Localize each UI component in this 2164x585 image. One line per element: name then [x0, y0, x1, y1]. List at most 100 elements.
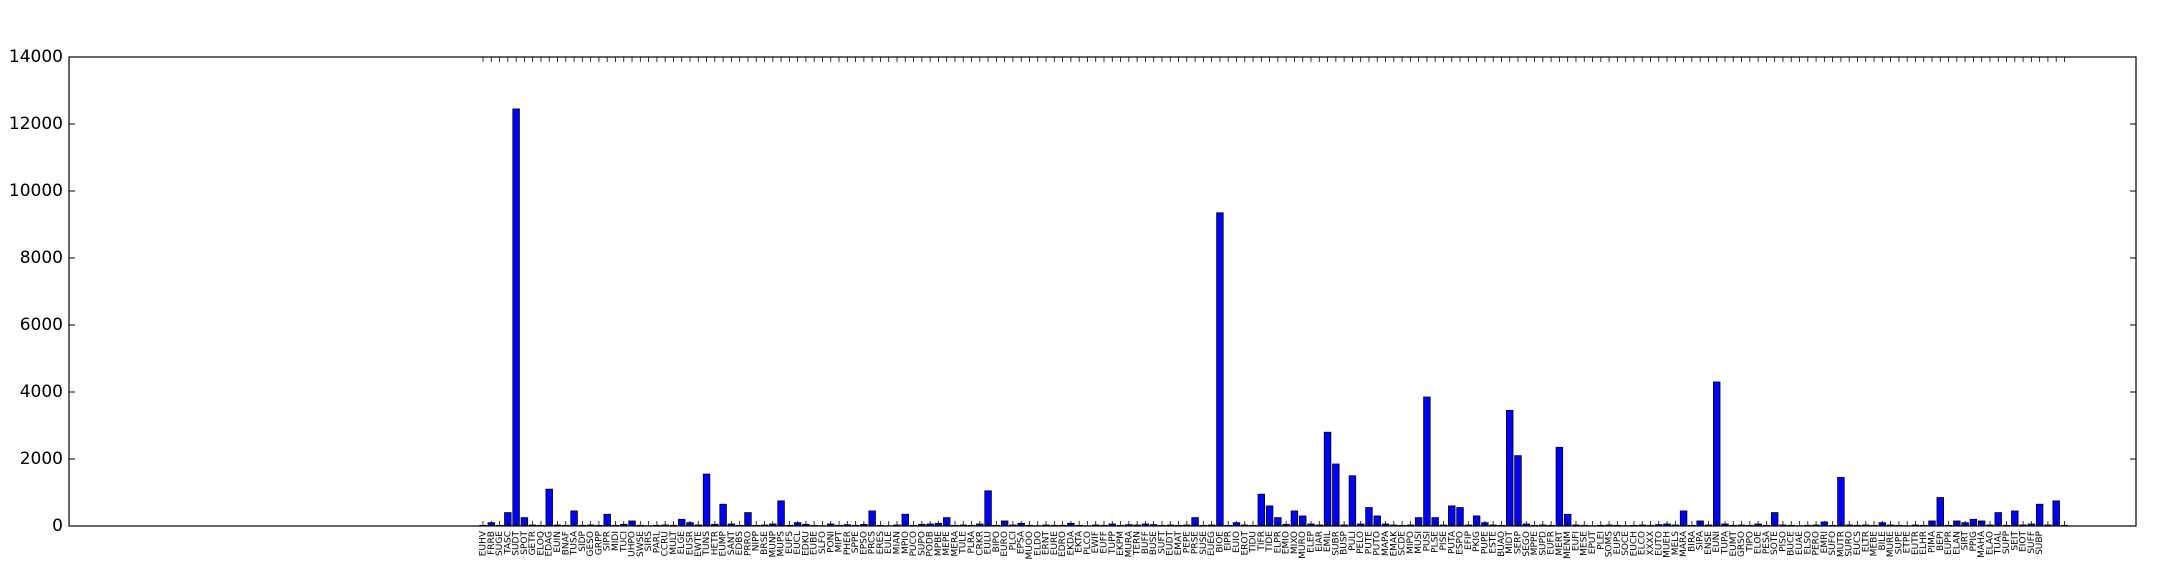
x-tick-label: TUNS — [702, 531, 712, 557]
x-tick-label: ELAO — [1985, 531, 1995, 555]
x-tick-label: TUCI — [619, 531, 629, 553]
x-tick-label: SUFO — [1828, 531, 1838, 556]
x-tick-label: SUPO — [917, 531, 927, 556]
x-tick-label: PUCO — [909, 531, 919, 556]
x-tick-label: FRRB — [487, 531, 497, 555]
x-tick-label: PUTA — [1447, 530, 1457, 554]
x-tick-label: EDKU — [801, 531, 811, 556]
x-tick-label: ELOE — [1754, 531, 1764, 554]
x-tick-label: XXXX — [1646, 531, 1656, 556]
x-tick-label: SWSE — [636, 531, 646, 557]
y-tick-label: 4000 — [20, 382, 63, 402]
x-tick-label: SURO — [1845, 531, 1855, 557]
x-tick-label: EMIO — [1282, 531, 1292, 554]
x-tick-label: SIRT — [1961, 531, 1971, 551]
x-tick-label: SIDP — [578, 530, 588, 551]
x-tick-label: EULU — [984, 531, 994, 554]
x-tick-label: PIMA — [1928, 530, 1938, 553]
x-tick-label: EUSR — [686, 531, 696, 555]
x-tick-label: EUBE — [810, 531, 820, 555]
x-tick-label: GRPP — [594, 530, 604, 555]
x-tick-label: EFIP — [1464, 530, 1474, 550]
x-tick-label: PEPE — [1182, 531, 1192, 554]
x-tick-label: MERA — [950, 530, 960, 556]
x-tick-label: ELDO — [1033, 531, 1043, 556]
x-tick-label: PRRO — [743, 531, 753, 556]
x-tick-label: MARA — [1679, 530, 1689, 557]
x-tick-label: BIRA — [1687, 530, 1697, 552]
x-tick-label: BUSP — [1340, 530, 1350, 554]
x-tick-label: ELGE — [677, 531, 687, 555]
x-tick-label: EUTR — [1911, 531, 1921, 555]
bar — [1332, 463, 1340, 527]
x-tick-label: EUFS — [785, 531, 795, 554]
x-tick-label: MELS — [1671, 531, 1681, 555]
x-tick-label: SCDE — [1398, 531, 1408, 556]
x-tick-label: SUFF — [2027, 531, 2037, 554]
x-tick-label: ELCO — [1638, 531, 1648, 555]
x-tick-label: EDBS — [735, 531, 745, 556]
x-tick-label: GETR — [528, 531, 538, 555]
x-tick-label: PLEI — [1596, 531, 1606, 550]
x-tick-label: SOTE — [1770, 531, 1780, 555]
x-tick-label: MUOO — [1025, 531, 1035, 560]
x-tick-label: ENSE — [1704, 531, 1714, 555]
x-tick-label: BUCE — [1787, 531, 1797, 556]
x-tick-label: EUIO — [1232, 531, 1242, 553]
x-tick-label: PRSE — [1191, 531, 1201, 554]
x-tick-label: MPPE — [1530, 531, 1540, 556]
x-tick-label: MUSI — [1414, 531, 1424, 554]
x-tick-label: EUMT — [1729, 531, 1739, 557]
x-tick-label: EUFI — [1571, 531, 1581, 551]
x-tick-label: SIPR — [603, 531, 613, 551]
x-tick-label: SOMS — [1605, 531, 1615, 558]
x-tick-label: PARL — [652, 531, 662, 553]
x-tick-label: MUPS — [777, 531, 787, 557]
x-tick-label: PLCI — [1008, 531, 1018, 550]
x-tick-label: SPPE — [851, 531, 861, 554]
x-tick-label: ESPO — [1456, 531, 1466, 555]
x-tick-label: PUTE — [1364, 531, 1374, 555]
x-tick-label: PLRA — [967, 530, 977, 553]
x-tick-label: EROT — [1240, 531, 1250, 556]
x-tick-label: PUSI — [1422, 531, 1432, 551]
x-tick-label: TUAL — [1994, 531, 2004, 555]
x-tick-label: MUEH — [1663, 531, 1673, 558]
x-tick-label: PELO — [1356, 531, 1366, 554]
x-tick-label: SEIT — [2010, 531, 2020, 551]
x-tick-label: MERT — [1555, 531, 1565, 556]
bar — [984, 490, 992, 527]
x-tick-label: GRSO — [1737, 531, 1747, 557]
x-tick-label: EUHV — [479, 530, 489, 556]
x-tick-label: EUCS — [1853, 531, 1863, 556]
x-tick-label: EURO — [1000, 531, 1010, 557]
x-tick-label: PULI — [1348, 531, 1358, 551]
x-tick-label: BIOE — [1215, 531, 1225, 553]
x-tick-label: MUTR — [1836, 531, 1846, 557]
x-tick-label: SUPD — [1538, 531, 1548, 556]
x-tick-label: UHPO — [628, 531, 638, 557]
x-tick-label: EUMP — [719, 530, 729, 556]
x-tick-label: MENM — [1563, 531, 1573, 559]
x-tick-label: PISE — [1439, 531, 1449, 551]
x-tick-label: ERNT — [1042, 530, 1052, 555]
x-tick-label: SIRS — [644, 531, 654, 552]
x-tick-label: PUPE — [1480, 531, 1490, 554]
bar — [512, 108, 520, 527]
x-tick-label: EMAK — [1389, 530, 1399, 557]
x-tick-label: SUBP — [2035, 530, 2045, 554]
x-tick-label: EKTA — [1075, 530, 1085, 553]
x-tick-label: ELOQ — [536, 531, 546, 556]
x-tick-label: ELSO — [1803, 531, 1813, 555]
bar — [702, 473, 711, 527]
bar — [1216, 212, 1224, 527]
y-tick-label: 0 — [52, 516, 63, 536]
x-tick-label: BIPO — [992, 531, 1002, 552]
x-tick-label: SUPE — [1894, 531, 1904, 555]
x-tick-label: TUPA — [1721, 530, 1731, 555]
x-tick-label: SUGE — [495, 531, 505, 556]
x-tick-label: BUAO — [1497, 531, 1507, 557]
x-tick-label: EUCH — [1629, 531, 1639, 556]
x-tick-label: PLSE — [1431, 531, 1441, 553]
x-tick-label: SERP — [1514, 530, 1524, 554]
